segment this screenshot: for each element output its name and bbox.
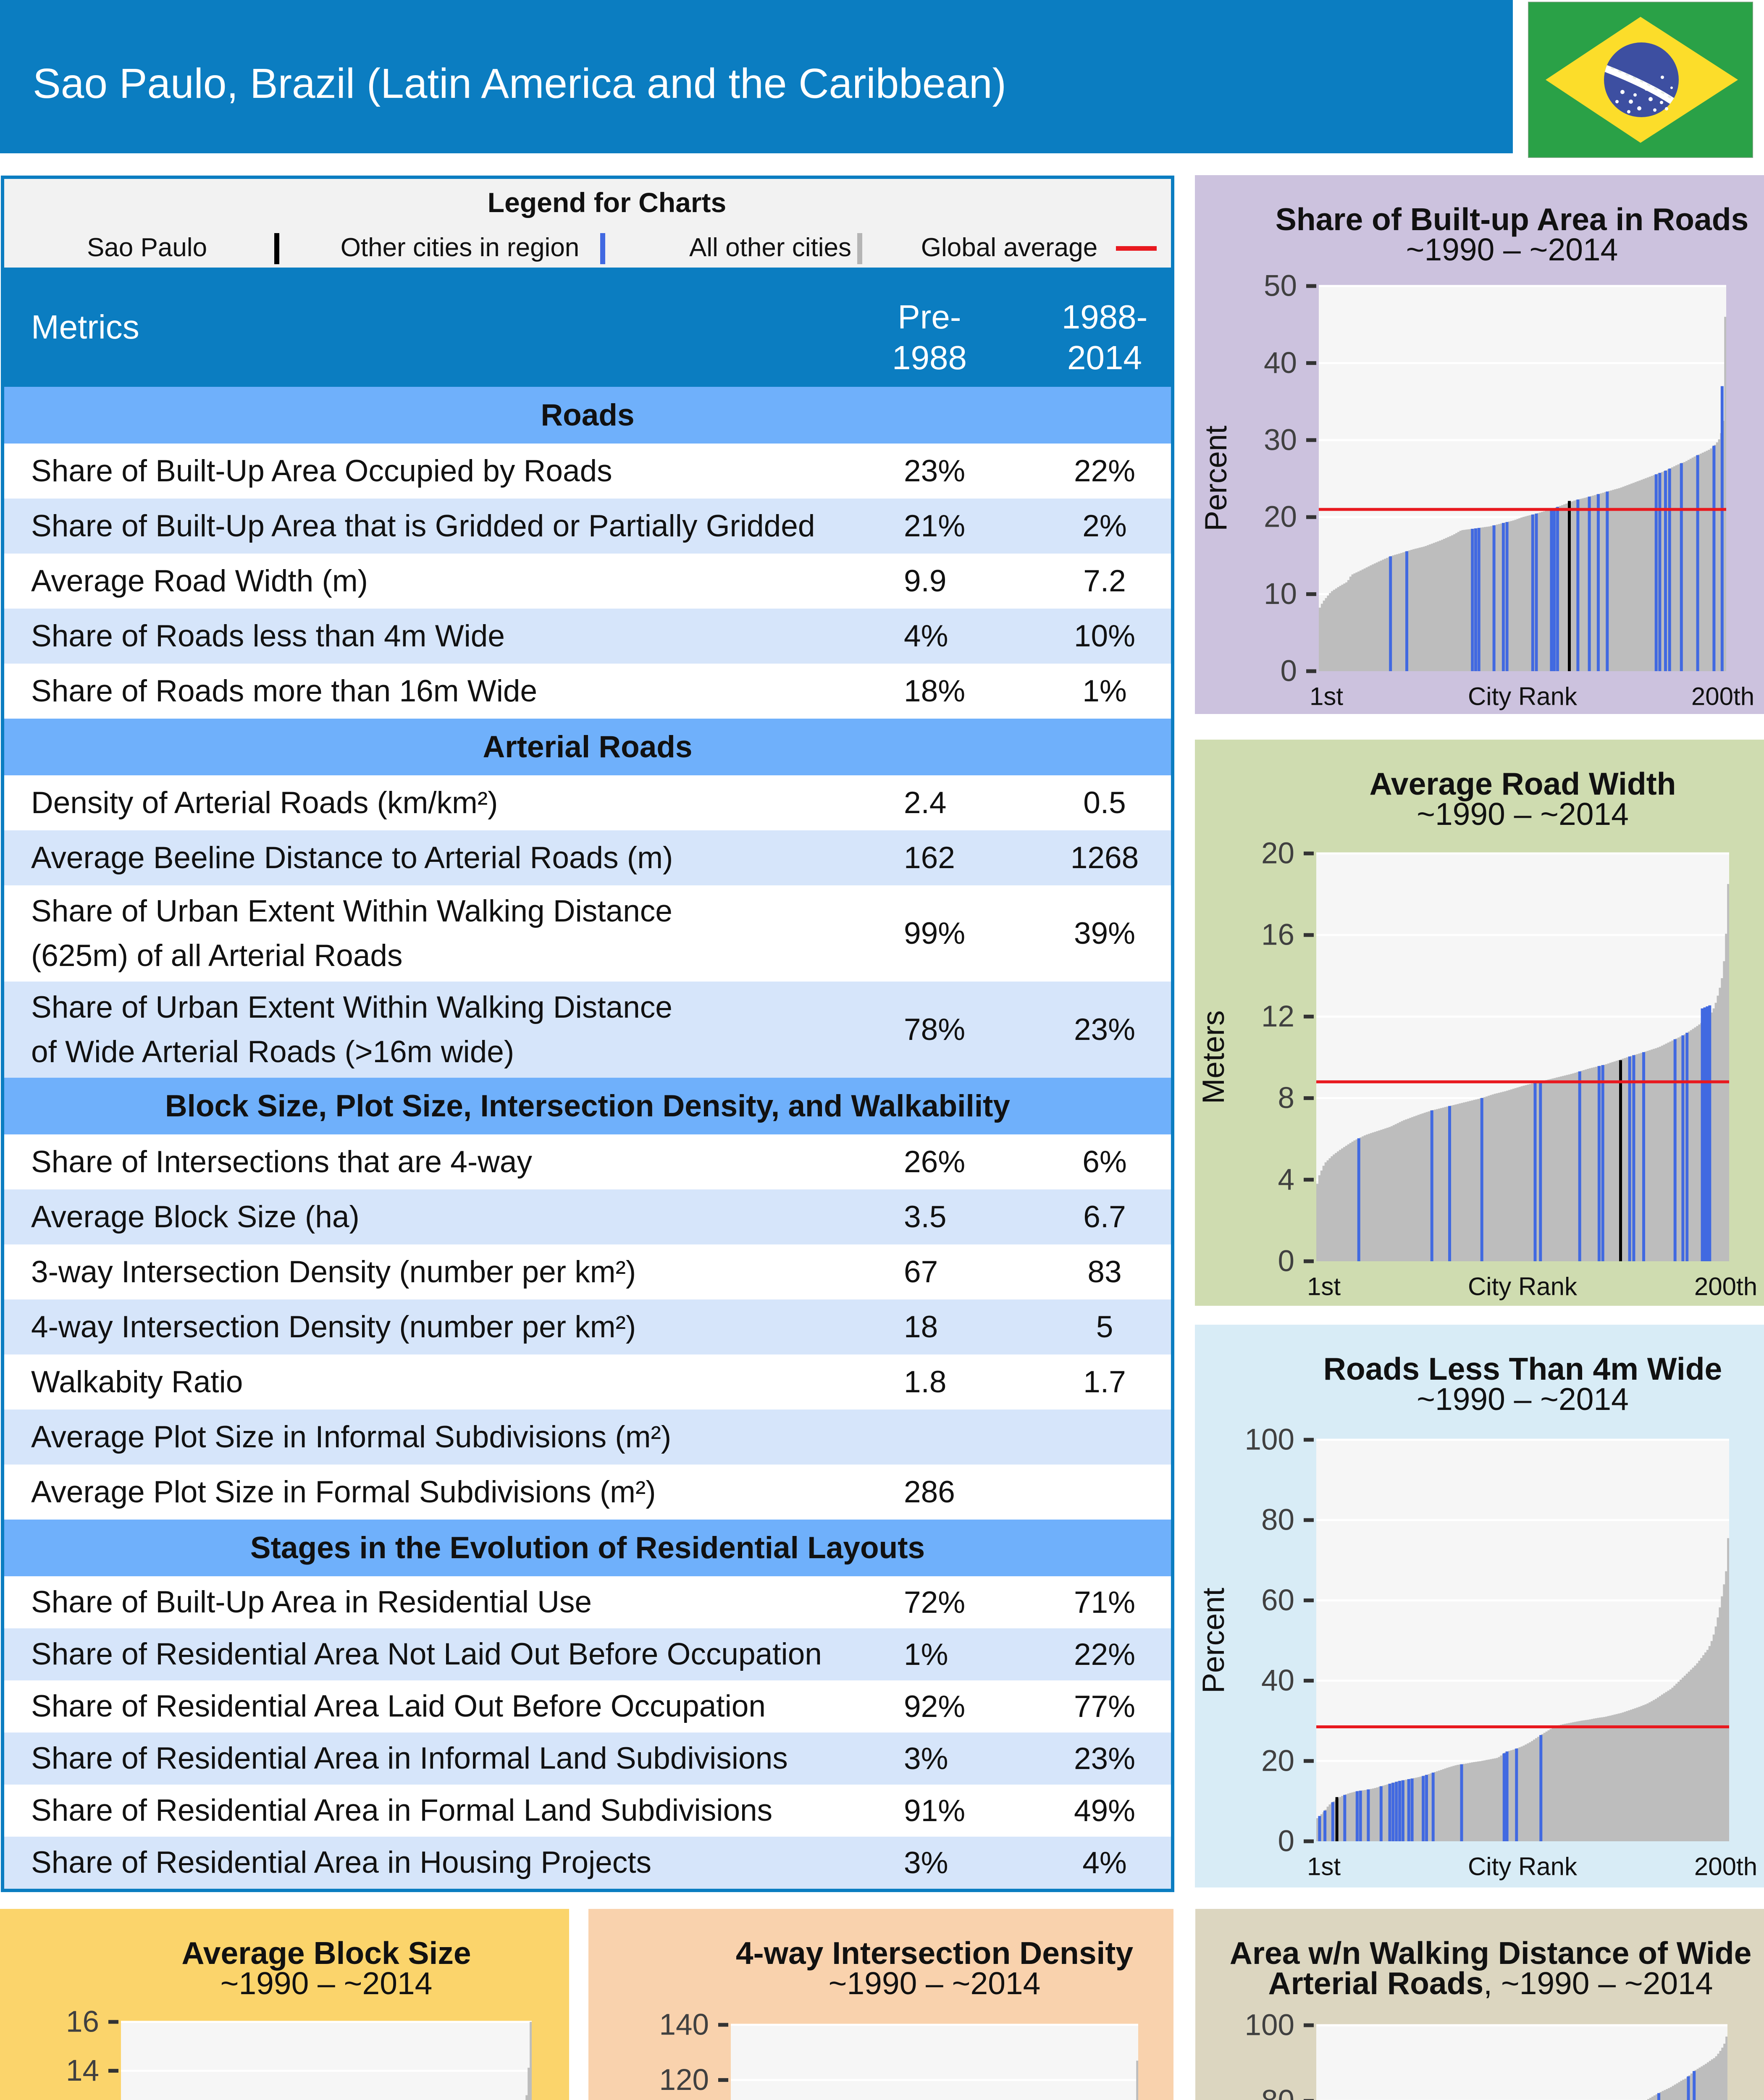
svg-text:Average Road Width: Average Road Width — [1370, 766, 1676, 801]
svg-text:Share of Built-up Area in Road: Share of Built-up Area in Roads — [1276, 202, 1749, 237]
svg-text:~1990 – ~2014: ~1990 – ~2014 — [220, 1966, 433, 2001]
svg-text:Percent: Percent — [1199, 425, 1233, 531]
svg-text:4-way Intersection Density: 4-way Intersection Density — [736, 1935, 1133, 1971]
svg-text:~1990 – ~2014: ~1990 – ~2014 — [1417, 796, 1629, 832]
svg-text:14: 14 — [66, 2054, 99, 2087]
svg-text:16: 16 — [66, 2006, 99, 2039]
svg-text:Arterial Roads, ~1990 – ~2014: Arterial Roads, ~1990 – ~2014 — [1268, 1966, 1713, 2001]
svg-text:20: 20 — [1261, 837, 1294, 870]
svg-text:~1990 – ~2014: ~1990 – ~2014 — [1406, 232, 1618, 267]
svg-text:Percent: Percent — [1197, 1588, 1231, 1693]
svg-text:Roads Less Than 4m Wide: Roads Less Than 4m Wide — [1323, 1351, 1722, 1386]
svg-text:0: 0 — [1278, 1245, 1295, 1278]
svg-text:Area w/n Walking Distance of W: Area w/n Walking Distance of Wide — [1230, 1935, 1752, 1971]
svg-text:200th: 200th — [1694, 1853, 1757, 1881]
svg-text:1st: 1st — [1307, 1853, 1341, 1881]
svg-text:City Rank: City Rank — [1468, 1853, 1578, 1881]
svg-text:100: 100 — [1245, 1423, 1294, 1457]
svg-text:200th: 200th — [1691, 682, 1754, 711]
svg-text:120: 120 — [659, 2063, 709, 2097]
svg-text:12: 12 — [1261, 1000, 1294, 1033]
svg-text:Meters: Meters — [1197, 1010, 1231, 1104]
svg-text:1st: 1st — [1307, 1273, 1341, 1301]
svg-text:140: 140 — [659, 2008, 709, 2042]
svg-text:20: 20 — [1261, 1744, 1294, 1777]
svg-text:30: 30 — [1264, 423, 1297, 457]
svg-text:0: 0 — [1278, 1825, 1295, 1858]
svg-text:100: 100 — [1245, 2009, 1294, 2042]
svg-text:8: 8 — [1278, 1082, 1295, 1115]
svg-text:~1990 – ~2014: ~1990 – ~2014 — [829, 1966, 1041, 2001]
svg-text:40: 40 — [1264, 346, 1297, 380]
svg-text:10: 10 — [1264, 578, 1297, 611]
svg-text:200th: 200th — [1694, 1273, 1757, 1301]
svg-text:1st: 1st — [1310, 682, 1343, 711]
svg-text:60: 60 — [1261, 1584, 1294, 1617]
svg-text:~1990 – ~2014: ~1990 – ~2014 — [1417, 1381, 1629, 1417]
svg-text:16: 16 — [1261, 919, 1294, 952]
svg-text:80: 80 — [1261, 2084, 1294, 2100]
svg-text:City Rank: City Rank — [1468, 1273, 1578, 1301]
svg-text:4: 4 — [1278, 1163, 1295, 1196]
svg-text:20: 20 — [1264, 501, 1297, 534]
svg-text:40: 40 — [1261, 1664, 1294, 1697]
svg-text:City Rank: City Rank — [1468, 682, 1578, 711]
svg-text:0: 0 — [1281, 655, 1297, 688]
svg-text:Average Block Size: Average Block Size — [181, 1935, 471, 1971]
svg-text:50: 50 — [1264, 270, 1297, 303]
svg-text:80: 80 — [1261, 1504, 1294, 1537]
